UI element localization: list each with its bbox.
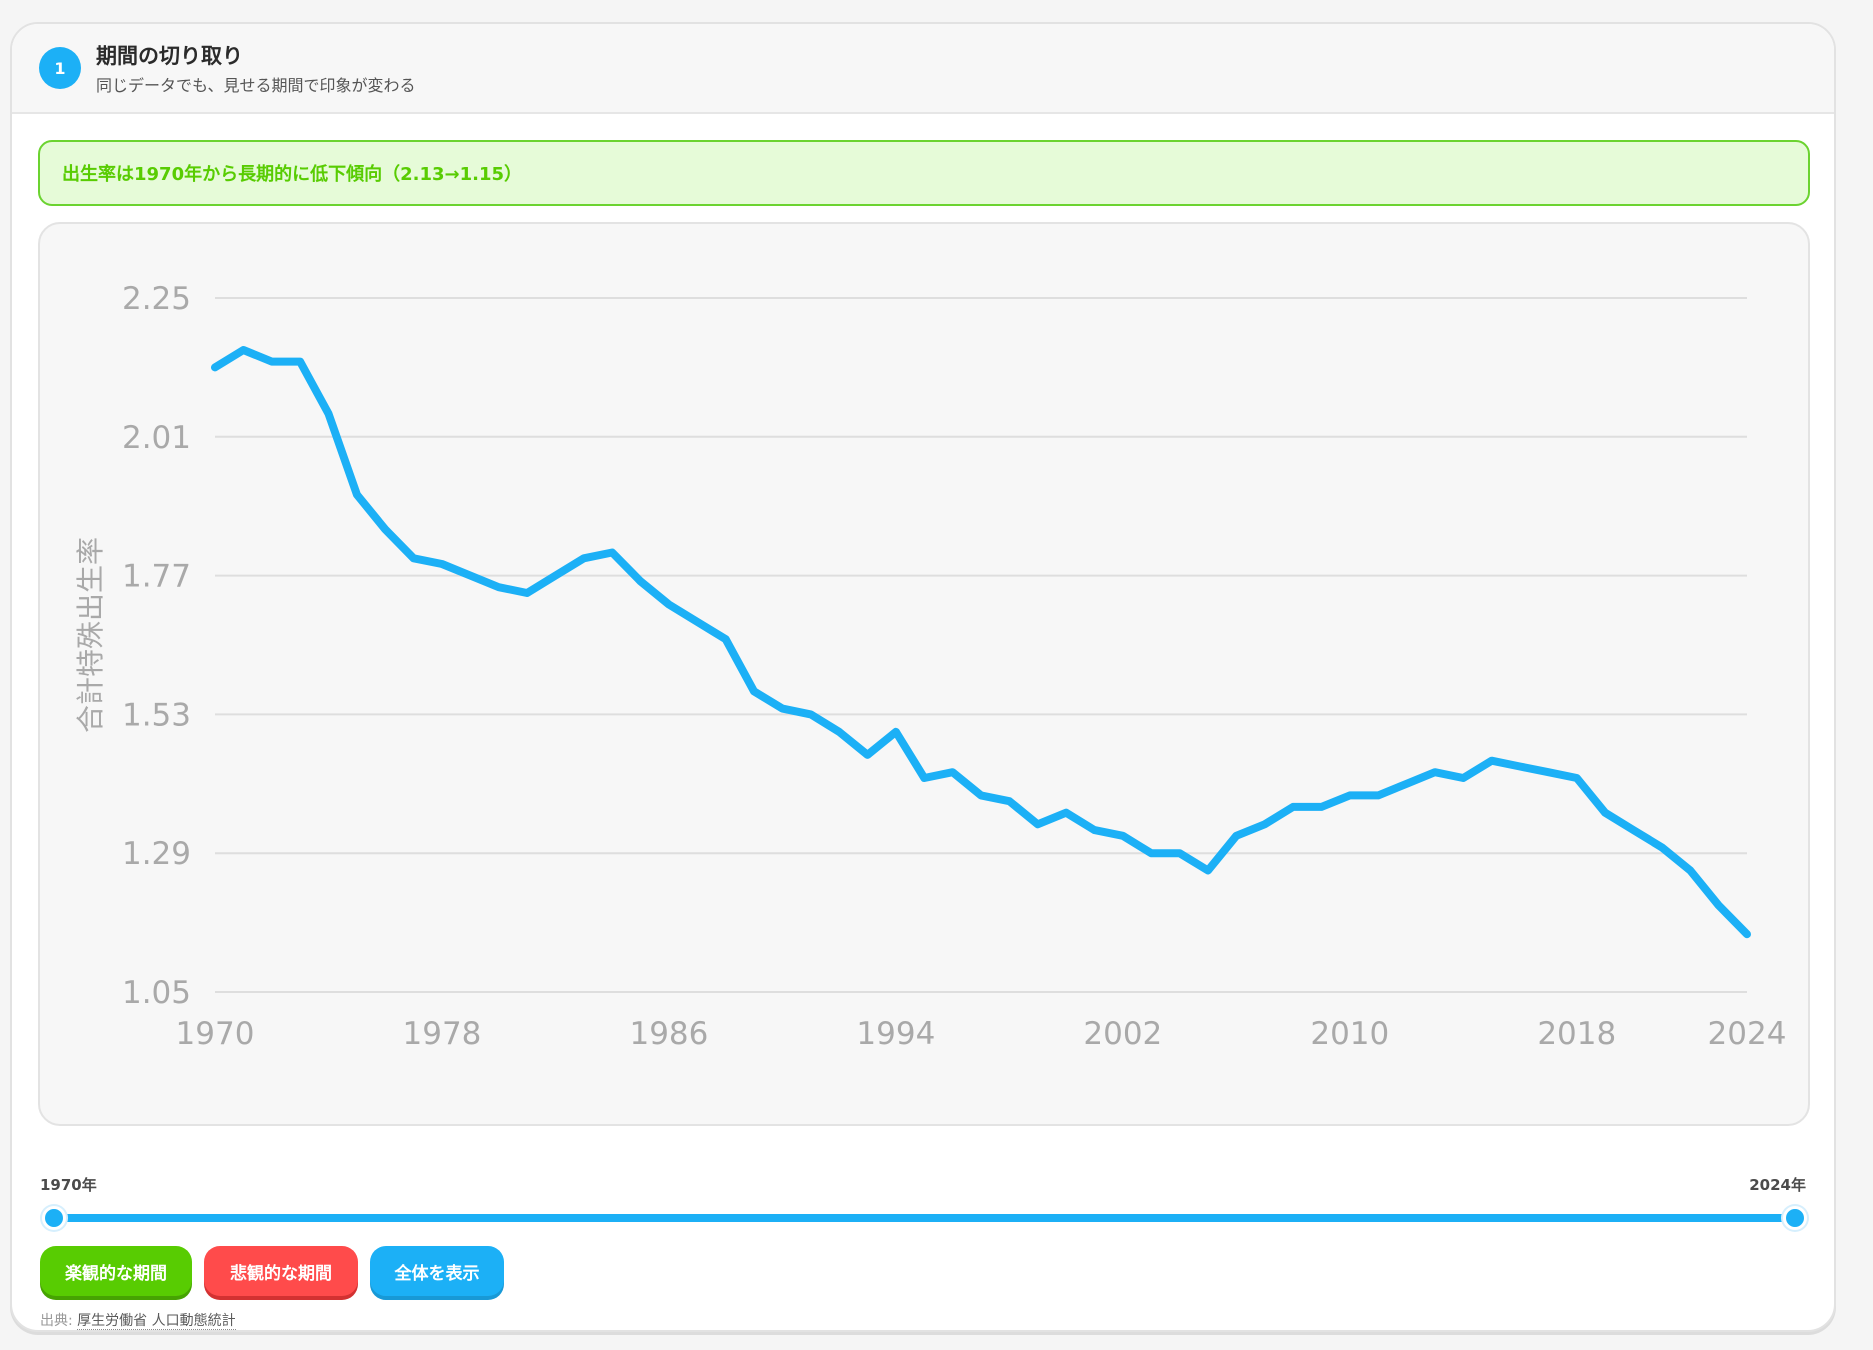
y-tick-label: 1.05 bbox=[122, 975, 191, 1011]
show-all-button[interactable]: 全体を表示 bbox=[370, 1246, 504, 1296]
x-tick-label: 2018 bbox=[1537, 1016, 1616, 1052]
x-tick-label: 2024 bbox=[1708, 1016, 1787, 1052]
x-tick-label: 1978 bbox=[403, 1016, 482, 1052]
x-tick-label: 1994 bbox=[856, 1016, 935, 1052]
x-tick-label: 1970 bbox=[176, 1016, 255, 1052]
birth-rate-line-chart: 2.25 2.01 1.77 1.53 1.29 1.05 1970 1978 1986 1994… bbox=[74, 281, 1787, 1052]
section-title: 期間の切り取り bbox=[96, 44, 243, 68]
insight-banner: 出生率は1970年から長期的に低下傾向（2.13→1.15） bbox=[38, 140, 1810, 206]
card-header: 1 期間の切り取り 同じデータでも、見せる期間で印象が変わる bbox=[12, 24, 1834, 114]
source-citation: 出典: 厚生労働省 人口動態統計 bbox=[40, 1310, 236, 1330]
optimistic-period-button[interactable]: 楽観的な期間 bbox=[40, 1246, 192, 1296]
y-tick-label: 2.01 bbox=[122, 420, 191, 456]
y-tick-label: 1.77 bbox=[122, 559, 191, 595]
x-tick-label: 1986 bbox=[629, 1016, 708, 1052]
period-cropping-card: 1 期間の切り取り 同じデータでも、見せる期間で印象が変わる 出生率は1970年… bbox=[10, 22, 1836, 1332]
source-prefix: 出典: bbox=[40, 1313, 78, 1329]
chart-panel: 2.25 2.01 1.77 1.53 1.29 1.05 1970 1978 1986 1994… bbox=[38, 222, 1810, 1126]
y-axis-label: 合計特殊出生率 bbox=[74, 537, 107, 733]
y-tick-label: 1.29 bbox=[122, 836, 191, 872]
birth-rate-series-line bbox=[211, 346, 1751, 939]
x-tick-label: 2002 bbox=[1083, 1016, 1162, 1052]
range-start-label: 1970年 bbox=[40, 1176, 97, 1194]
period-range-slider-track[interactable] bbox=[54, 1214, 1795, 1222]
range-start-handle[interactable] bbox=[42, 1206, 66, 1230]
range-end-label: 2024年 bbox=[1749, 1176, 1806, 1194]
section-subtitle: 同じデータでも、見せる期間で印象が変わる bbox=[96, 76, 416, 95]
source-link[interactable]: 厚生労働省 人口動態統計 bbox=[77, 1313, 236, 1330]
step-number-badge: 1 bbox=[39, 47, 81, 89]
x-tick-label: 2010 bbox=[1310, 1016, 1389, 1052]
pessimistic-period-button[interactable]: 悲観的な期間 bbox=[204, 1246, 358, 1296]
y-tick-label: 2.25 bbox=[122, 281, 191, 317]
y-tick-label: 1.53 bbox=[122, 697, 191, 733]
range-end-handle[interactable] bbox=[1783, 1206, 1807, 1230]
